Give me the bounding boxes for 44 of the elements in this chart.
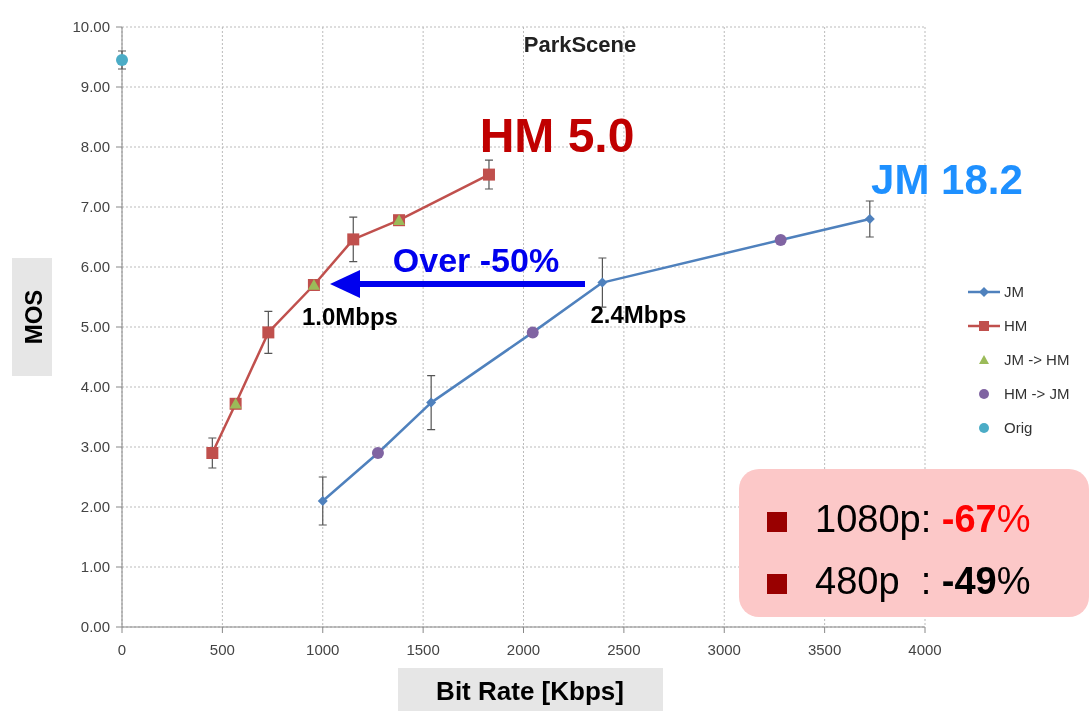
y-tick-label: 2.00 [80, 498, 110, 515]
point [597, 277, 608, 288]
legend-label: JM -> HM [1004, 351, 1070, 368]
point [317, 496, 328, 506]
x-tick-label: 4000 [908, 641, 942, 658]
x-tick-label: 3000 [707, 641, 741, 658]
annotation: HM 5.0 [479, 109, 635, 162]
y-tick-label: 10.00 [72, 18, 110, 35]
chart-title: ParkScene [523, 32, 637, 57]
annotation: Over -50% [392, 241, 560, 279]
y-axis-title: MOS [20, 289, 47, 345]
y-tick-label: 6.00 [80, 258, 110, 275]
point [206, 447, 219, 459]
legend-label: HM [1004, 317, 1028, 334]
annotation: 1080p: -67% [815, 498, 1031, 540]
legend-label: Orig [1004, 419, 1033, 436]
x-axis-title: Bit Rate [Kbps] [436, 676, 624, 706]
y-tick-label: 1.00 [80, 558, 110, 575]
x-tick-label: 2500 [607, 641, 641, 658]
x-tick-label: 500 [209, 641, 235, 658]
x-tick-label: 1000 [306, 641, 340, 658]
y-tick-label: 3.00 [80, 438, 110, 455]
y-tick-label: 0.00 [80, 618, 110, 635]
point [426, 397, 437, 408]
x-tick-label: 1500 [406, 641, 440, 658]
point [864, 214, 875, 224]
point [262, 326, 275, 339]
annotation: 480p : -49% [815, 560, 1031, 602]
x-tick-label: 3500 [807, 641, 842, 658]
point [116, 54, 128, 66]
legend-label: JM [1004, 283, 1024, 300]
x-tick-label: 2000 [506, 641, 541, 658]
point [347, 233, 360, 246]
point [482, 168, 495, 181]
x-tick-label: 0 [117, 641, 127, 658]
y-tick-label: 7.00 [80, 198, 110, 215]
annotation: 2.4Mbps [590, 300, 687, 328]
y-tick-label: 9.00 [80, 78, 110, 95]
y-tick-label: 4.00 [80, 378, 110, 395]
y-tick-label: 8.00 [80, 138, 110, 155]
y-tick-label: 5.00 [80, 318, 110, 335]
annotation: 1.0Mbps [301, 303, 398, 330]
annotation: JM 18.2 [871, 156, 1023, 203]
legend-label: HM -> JM [1004, 385, 1070, 402]
